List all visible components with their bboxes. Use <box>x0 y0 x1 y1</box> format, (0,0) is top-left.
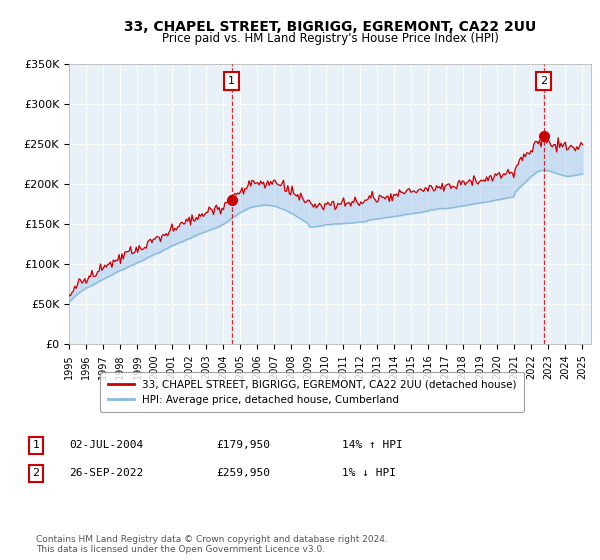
Text: 1% ↓ HPI: 1% ↓ HPI <box>342 468 396 478</box>
Text: 1: 1 <box>32 440 40 450</box>
Legend: 33, CHAPEL STREET, BIGRIGG, EGREMONT, CA22 2UU (detached house), HPI: Average pr: 33, CHAPEL STREET, BIGRIGG, EGREMONT, CA… <box>100 372 524 412</box>
Text: £259,950: £259,950 <box>216 468 270 478</box>
Text: 14% ↑ HPI: 14% ↑ HPI <box>342 440 403 450</box>
Text: 1: 1 <box>228 76 235 86</box>
Text: £179,950: £179,950 <box>216 440 270 450</box>
Text: Contains HM Land Registry data © Crown copyright and database right 2024.
This d: Contains HM Land Registry data © Crown c… <box>36 535 388 554</box>
Text: 33, CHAPEL STREET, BIGRIGG, EGREMONT, CA22 2UU: 33, CHAPEL STREET, BIGRIGG, EGREMONT, CA… <box>124 20 536 34</box>
Text: 2: 2 <box>540 76 547 86</box>
Text: 02-JUL-2004: 02-JUL-2004 <box>69 440 143 450</box>
Text: 26-SEP-2022: 26-SEP-2022 <box>69 468 143 478</box>
Text: 2: 2 <box>32 468 40 478</box>
Text: Price paid vs. HM Land Registry's House Price Index (HPI): Price paid vs. HM Land Registry's House … <box>161 32 499 45</box>
